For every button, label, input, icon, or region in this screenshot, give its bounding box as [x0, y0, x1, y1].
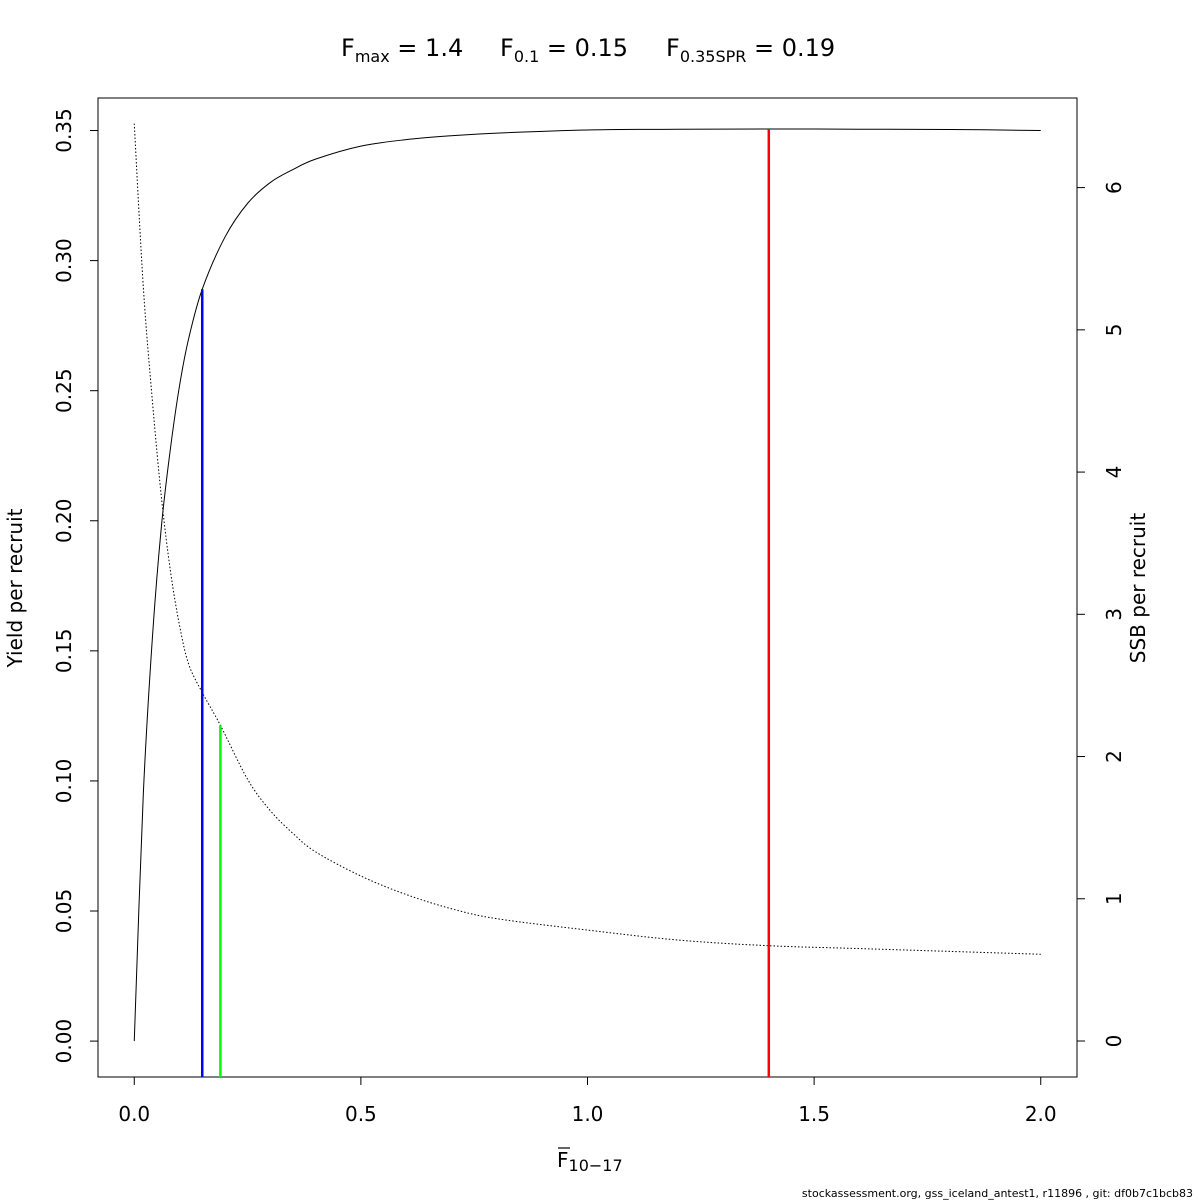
y-right-tick-label: 0	[1102, 1035, 1126, 1048]
y-right-tick-label: 6	[1102, 181, 1126, 194]
y-left-tick-label: 0.20	[52, 499, 76, 544]
x-axis-title-subscript: 10−17	[569, 1156, 623, 1175]
series-group	[133, 123, 1041, 1042]
plot-frame	[97, 97, 1078, 1078]
title-f01-symbol: F	[500, 34, 514, 62]
y-right-tick-label: 5	[1102, 323, 1126, 336]
y-left-tick-label: 0.00	[52, 1019, 76, 1064]
footer-text: stockassessment.org, gss_iceland_antest1…	[802, 1187, 1193, 1200]
axes-group: 0.0 0.5 1.0 1.5 2.0 0.00 0.05 0.10 0.15 0.20 0.25 0…	[52, 108, 1126, 1126]
y-right-axis-title: SSB per recruit	[1126, 513, 1150, 664]
chart-title: Fmax = 1.4 F0.1 = 0.15 F0.35SPR = 0.19	[341, 34, 835, 66]
title-f01-equals: =	[539, 34, 574, 62]
title-fmax-subscript: max	[355, 47, 390, 66]
yield-per-recruit-line	[133, 128, 1041, 1042]
title-f01-subscript: 0.1	[514, 47, 539, 66]
y-left-tick-label: 0.15	[52, 629, 76, 674]
x-tick-label: 2.0	[1025, 1102, 1057, 1126]
y-left-tick-label: 0.30	[52, 238, 76, 283]
title-f035spr-value: 0.19	[782, 34, 835, 62]
y-left-tick-label: 0.10	[52, 759, 76, 804]
title-f035spr-equals: =	[746, 34, 781, 62]
x-tick-label: 0.5	[345, 1102, 377, 1126]
x-axis-title: F10−17	[557, 1148, 623, 1175]
y-right-tick-label: 1	[1102, 892, 1126, 905]
y-left-axis-title: Yield per recruit	[3, 508, 27, 668]
x-tick-label: 1.5	[798, 1102, 830, 1126]
reference-lines-group	[200, 128, 771, 1077]
y-right-tick-label: 3	[1102, 608, 1126, 621]
title-fmax-equals: =	[390, 34, 425, 62]
title-f035spr-symbol: F	[666, 34, 680, 62]
title-f035spr-subscript: 0.35SPR	[680, 47, 747, 66]
x-tick-label: 1.0	[572, 1102, 604, 1126]
title-fmax-value: 1.4	[425, 34, 463, 62]
y-left-tick-label: 0.25	[52, 368, 76, 413]
title-fmax-symbol: F	[341, 34, 355, 62]
title-f01-value: 0.15	[575, 34, 628, 62]
y-right-tick-label: 4	[1102, 466, 1126, 479]
ssb-per-recruit-line	[133, 123, 1041, 955]
x-axis-title-symbol: F	[557, 1148, 569, 1172]
y-left-tick-label: 0.35	[52, 108, 76, 153]
y-right-tick-label: 2	[1102, 750, 1126, 763]
y-left-tick-label: 0.05	[52, 889, 76, 934]
x-tick-label: 0.0	[118, 1102, 150, 1126]
